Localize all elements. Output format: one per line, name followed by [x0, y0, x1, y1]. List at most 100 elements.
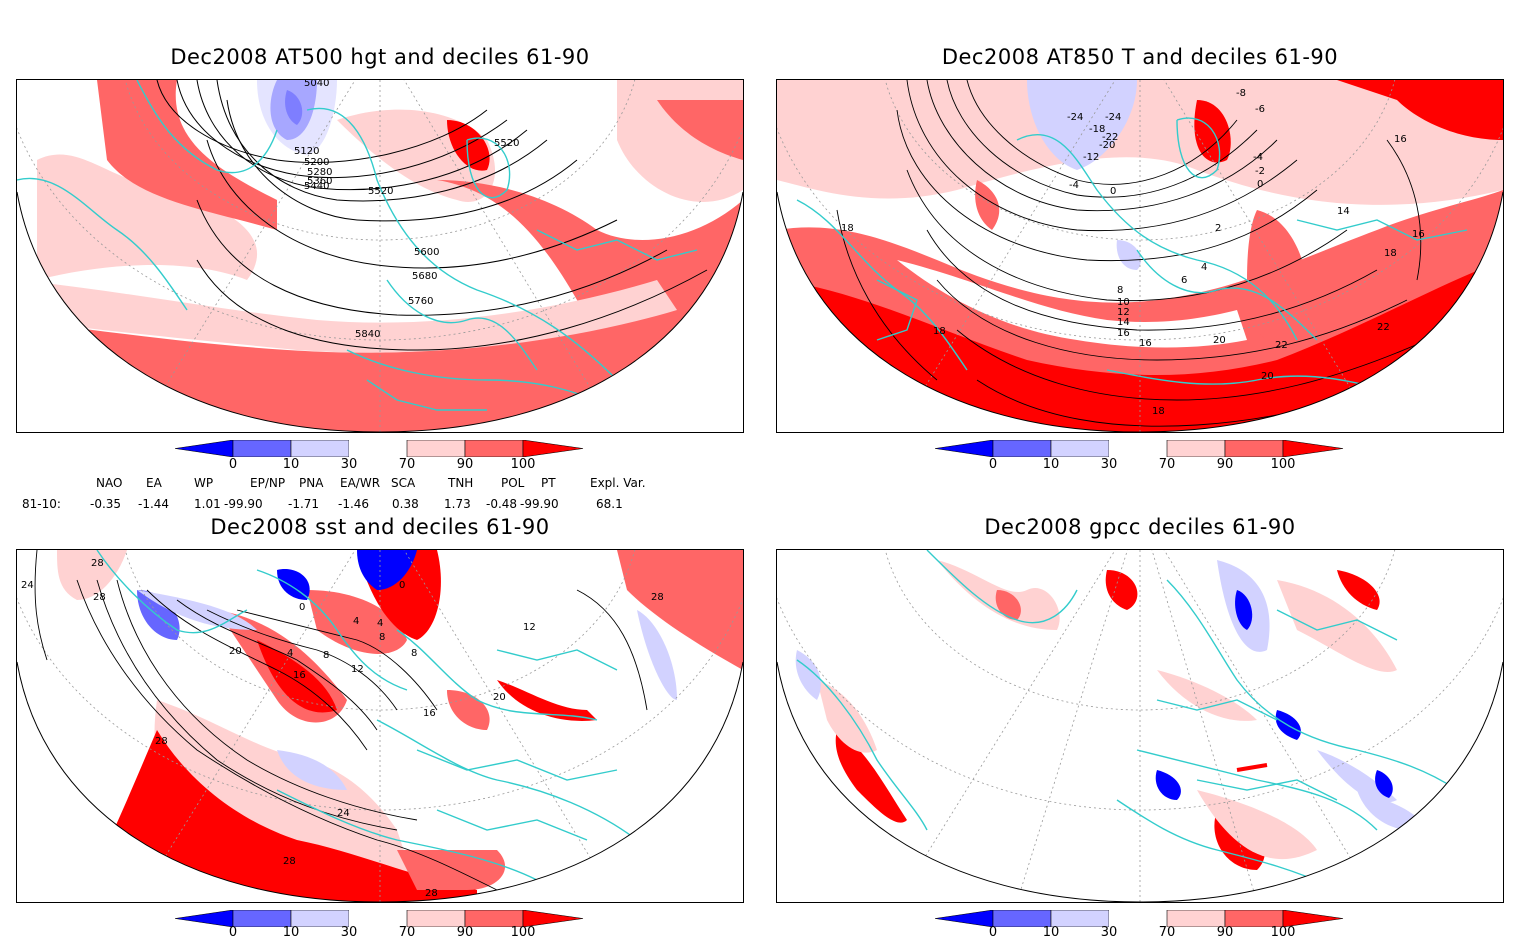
index-value: -99.90 — [224, 497, 263, 511]
contour-label: 28 — [155, 736, 168, 747]
index-header: WP — [194, 476, 214, 490]
contour-label: -4 — [1253, 152, 1263, 163]
index-value: 0.38 — [392, 497, 419, 511]
contour-label: 5360 — [307, 176, 332, 187]
contour-label: 20 — [1213, 335, 1226, 346]
contour-label: 14 — [1337, 206, 1350, 217]
contour-label: 8 — [323, 650, 329, 661]
contour-label: 5760 — [408, 296, 433, 307]
temperature-contours — [836, 80, 1458, 427]
contour-label: 18 — [841, 223, 854, 234]
colorbar-label: 100 — [1270, 925, 1296, 940]
contour-labels: -24 -24 -18 -22 -20 -12 -4 0 -8 -6 -4 -2… — [841, 88, 1425, 417]
contour-label: 16 — [1412, 229, 1425, 240]
colorbar-gpcc: 0 10 30 70 90 100 — [934, 909, 1345, 944]
contour-label: 4 — [377, 618, 383, 629]
map-gpcc-svg — [777, 550, 1503, 902]
contour-label: 5280 — [307, 167, 332, 178]
contour-label: 20 — [229, 646, 242, 657]
sst-contours — [34, 550, 648, 891]
contour-label: -20 — [1099, 140, 1115, 151]
contour-label: 14 — [1117, 317, 1130, 328]
contour-labels: 28 24 28 0 0 4 4 8 8 20 4 8 16 12 16 12 … — [21, 558, 664, 899]
contour-label: -18 — [1089, 124, 1105, 135]
colorbar-label: 70 — [398, 925, 416, 940]
index-value: -1.46 — [338, 497, 370, 511]
map-panel-gpcc — [776, 549, 1504, 903]
contour-label: 4 — [1201, 262, 1207, 273]
graticule — [17, 80, 743, 432]
graticule — [777, 550, 1503, 902]
colorbar-label: 10 — [282, 457, 300, 472]
colorbar-label: 10 — [1042, 925, 1060, 940]
map-hgt500-svg: 5040 5120 5200 5280 5360 5440 5520 5520 … — [17, 80, 743, 432]
contour-label: 18 — [933, 326, 946, 337]
contour-label: -24 — [1105, 112, 1121, 123]
contour-label: 0 — [1257, 179, 1263, 190]
contour-label: 16 — [1394, 134, 1407, 145]
contour-label: 8 — [1117, 285, 1123, 296]
height-contours — [156, 80, 708, 351]
index-value: -99.90 — [520, 497, 559, 511]
contour-label: 10 — [1117, 297, 1130, 308]
contour-label: 20 — [1261, 371, 1274, 382]
contour-label: 5120 — [294, 146, 319, 157]
colorbar-label: 70 — [1158, 925, 1176, 940]
index-header: EA — [146, 476, 162, 490]
colorbar-swatches — [174, 439, 584, 458]
coastlines — [17, 80, 698, 411]
contour-label: 6 — [1181, 275, 1187, 286]
colorbar-label: 90 — [456, 457, 474, 472]
index-header: EP/NP — [250, 476, 286, 490]
index-value: -0.35 — [90, 497, 122, 511]
contour-label: -2 — [1255, 166, 1265, 177]
colorbar-label: 0 — [228, 925, 238, 940]
colorbar-label: 30 — [340, 457, 358, 472]
colorbar-label: 70 — [1158, 457, 1176, 472]
contour-label: 28 — [91, 558, 104, 569]
contour-label: 0 — [399, 580, 405, 591]
index-row-label: 81-10: — [22, 497, 61, 511]
map-panel-hgt500: 5040 5120 5200 5280 5360 5440 5520 5520 … — [16, 79, 744, 433]
colorbar-label: 0 — [988, 457, 998, 472]
index-header: SCA — [391, 476, 416, 490]
colorbar-label: 100 — [510, 925, 536, 940]
contour-label: 18 — [1152, 406, 1165, 417]
index-value: 1.73 — [444, 497, 471, 511]
contour-label: 5840 — [355, 329, 380, 340]
colorbar-label: 100 — [1270, 457, 1296, 472]
contour-label: -12 — [1083, 152, 1099, 163]
contour-label: 16 — [423, 708, 436, 719]
contour-label: 28 — [283, 856, 296, 867]
decile-shading — [57, 550, 743, 902]
index-header: PNA — [299, 476, 324, 490]
index-value: 68.1 — [596, 497, 623, 511]
contour-label: 0 — [299, 602, 305, 613]
contour-label: 2 — [1215, 223, 1221, 234]
contour-label: 28 — [425, 888, 438, 899]
index-header: NAO — [96, 476, 123, 490]
colorbar-label: 30 — [340, 925, 358, 940]
colorbar-label: 0 — [228, 457, 238, 472]
coastlines — [96, 550, 638, 881]
colorbar-label: 10 — [1042, 457, 1060, 472]
colorbar-label: 30 — [1100, 925, 1118, 940]
contour-label: 16 — [1117, 328, 1130, 339]
index-header: TNH — [448, 476, 474, 490]
panel-title-sst: Dec2008 sst and deciles 61-90 — [210, 515, 550, 539]
contour-label: -24 — [1067, 112, 1083, 123]
contour-label: 4 — [353, 616, 359, 627]
contour-label: 12 — [1117, 307, 1130, 318]
contour-label: 24 — [337, 808, 350, 819]
contour-label: 8 — [379, 632, 385, 643]
colorbar-sst: 0 10 30 70 90 100 — [174, 909, 585, 944]
contour-label: 18 — [1384, 248, 1397, 259]
contour-label: 5200 — [304, 157, 329, 168]
index-header: PT — [541, 476, 556, 490]
contour-label: -8 — [1236, 88, 1246, 99]
colorbar-hgt500: 0 10 30 70 90 100 — [174, 439, 585, 474]
contour-label: 5600 — [414, 247, 439, 258]
contour-label: 28 — [93, 592, 106, 603]
contour-label: -4 — [1069, 180, 1079, 191]
index-header: POL — [501, 476, 525, 490]
